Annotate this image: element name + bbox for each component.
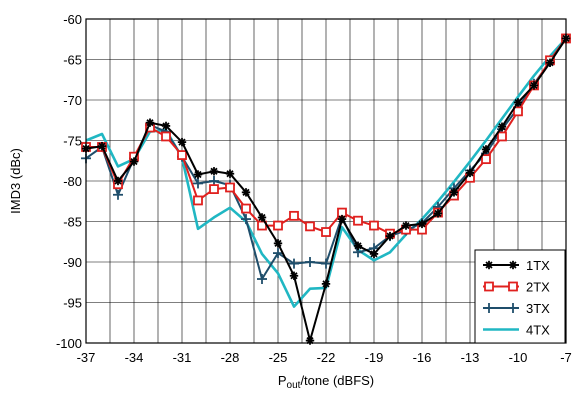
x-tick-label: -37 — [77, 350, 96, 365]
data-point-1tx — [193, 170, 203, 179]
data-point-1tx — [433, 209, 443, 218]
tick-labels: -37 -34 -31 -28 -25 -22 -19 -16 -13 -10 -7 -100 -95 -… — [56, 12, 572, 365]
data-point-1tx — [129, 157, 139, 166]
x-axis-label-subscript: out — [287, 380, 301, 391]
data-point-1tx — [497, 122, 507, 131]
x-axis-label-main: P — [278, 373, 287, 388]
x-tick-label: -28 — [221, 350, 240, 365]
data-point-2tx — [161, 131, 171, 142]
data-point-1tx — [145, 118, 155, 127]
data-point-3tx — [289, 258, 299, 269]
data-point-2tx — [273, 220, 283, 231]
data-point-1tx — [401, 221, 411, 230]
data-point-3tx — [305, 257, 315, 267]
data-point-1tx — [241, 188, 251, 197]
data-point-2tx — [497, 131, 507, 142]
data-point-2tx — [241, 203, 251, 214]
x-tick-label: -25 — [269, 350, 288, 365]
data-point-1tx — [449, 188, 459, 197]
data-point-1tx — [529, 81, 539, 90]
legend-marker-3tx — [484, 303, 494, 313]
y-tick-label: -65 — [63, 53, 82, 68]
legend-marker-2tx — [484, 281, 494, 292]
data-point-3tx — [113, 189, 123, 200]
data-point-2tx — [193, 195, 203, 206]
data-point-1tx — [97, 141, 107, 151]
data-point-3tx — [321, 258, 331, 269]
data-point-2tx — [209, 184, 219, 195]
series-layer — [81, 33, 571, 345]
data-point-1tx — [257, 213, 267, 222]
plot-border — [85, 18, 567, 344]
data-point-1tx — [289, 271, 299, 280]
y-tick-label: -70 — [63, 93, 82, 108]
data-point-1tx — [513, 98, 523, 107]
y-tick-label: -95 — [63, 296, 82, 311]
x-tick-label: -10 — [509, 350, 528, 365]
legend-marker-2tx — [508, 281, 518, 292]
data-point-1tx — [369, 249, 379, 259]
legend-label-3tx: 3TX — [526, 301, 550, 316]
data-point-1tx — [225, 169, 235, 178]
x-tick-label: -34 — [125, 350, 144, 365]
legend-marker-1tx — [508, 260, 518, 270]
legend-marker-3tx — [508, 303, 518, 313]
y-tick-label: -75 — [63, 134, 82, 149]
data-point-1tx — [177, 137, 187, 147]
x-tick-label: -19 — [365, 350, 384, 365]
legend-item-1tx: 1TX — [483, 258, 550, 273]
y-axis-label: IMD3 (dBc) — [8, 148, 23, 214]
data-point-2tx — [225, 182, 235, 193]
data-point-1tx — [113, 176, 123, 186]
x-axis-label: Pout/tone (dBFS) — [278, 373, 374, 391]
x-tick-label: -13 — [461, 350, 480, 365]
legend: 1TX 2TX 3TX 4TX — [474, 249, 566, 344]
y-tick-label: -80 — [63, 174, 82, 189]
legend-marker-1tx — [484, 260, 494, 270]
legend-label-1tx: 1TX — [526, 258, 550, 273]
y-tick-label: -100 — [56, 336, 82, 351]
data-point-3tx — [273, 248, 283, 259]
data-point-1tx — [545, 58, 555, 67]
x-axis-label-rest: /tone (dBFS) — [300, 373, 374, 388]
data-point-1tx — [321, 279, 331, 289]
series-1tx — [81, 34, 571, 345]
data-point-2tx — [289, 210, 299, 221]
data-point-3tx — [241, 214, 251, 225]
data-point-1tx — [209, 167, 219, 176]
legend-label-4tx: 4TX — [526, 323, 550, 338]
y-tick-label: -85 — [63, 215, 82, 230]
y-tick-label: -60 — [63, 12, 82, 27]
data-point-1tx — [481, 145, 491, 154]
data-point-1tx — [465, 168, 475, 178]
data-point-1tx — [417, 219, 427, 229]
data-point-2tx — [513, 106, 523, 117]
legend-item-4tx: 4TX — [483, 323, 550, 338]
data-point-1tx — [337, 214, 347, 224]
data-point-1tx — [385, 231, 395, 241]
data-point-2tx — [353, 215, 363, 226]
legend-label-2tx: 2TX — [526, 280, 550, 295]
data-point-2tx — [321, 227, 331, 237]
y-tick-label: -90 — [63, 255, 82, 270]
x-tick-label: -22 — [317, 350, 336, 365]
data-point-1tx — [273, 239, 283, 248]
data-point-3tx — [257, 274, 267, 285]
x-tick-label: -7 — [560, 350, 572, 365]
legend-item-3tx: 3TX — [483, 301, 550, 316]
data-point-2tx — [369, 220, 379, 231]
legend-item-2tx: 2TX — [483, 280, 550, 295]
x-tick-label: -16 — [413, 350, 432, 365]
data-point-2tx — [305, 221, 315, 232]
data-point-3tx — [193, 178, 203, 189]
data-point-2tx — [177, 150, 187, 160]
x-tick-label: -31 — [173, 350, 192, 365]
data-point-2tx — [481, 154, 491, 165]
data-point-1tx — [161, 121, 171, 131]
data-point-1tx — [353, 241, 363, 250]
